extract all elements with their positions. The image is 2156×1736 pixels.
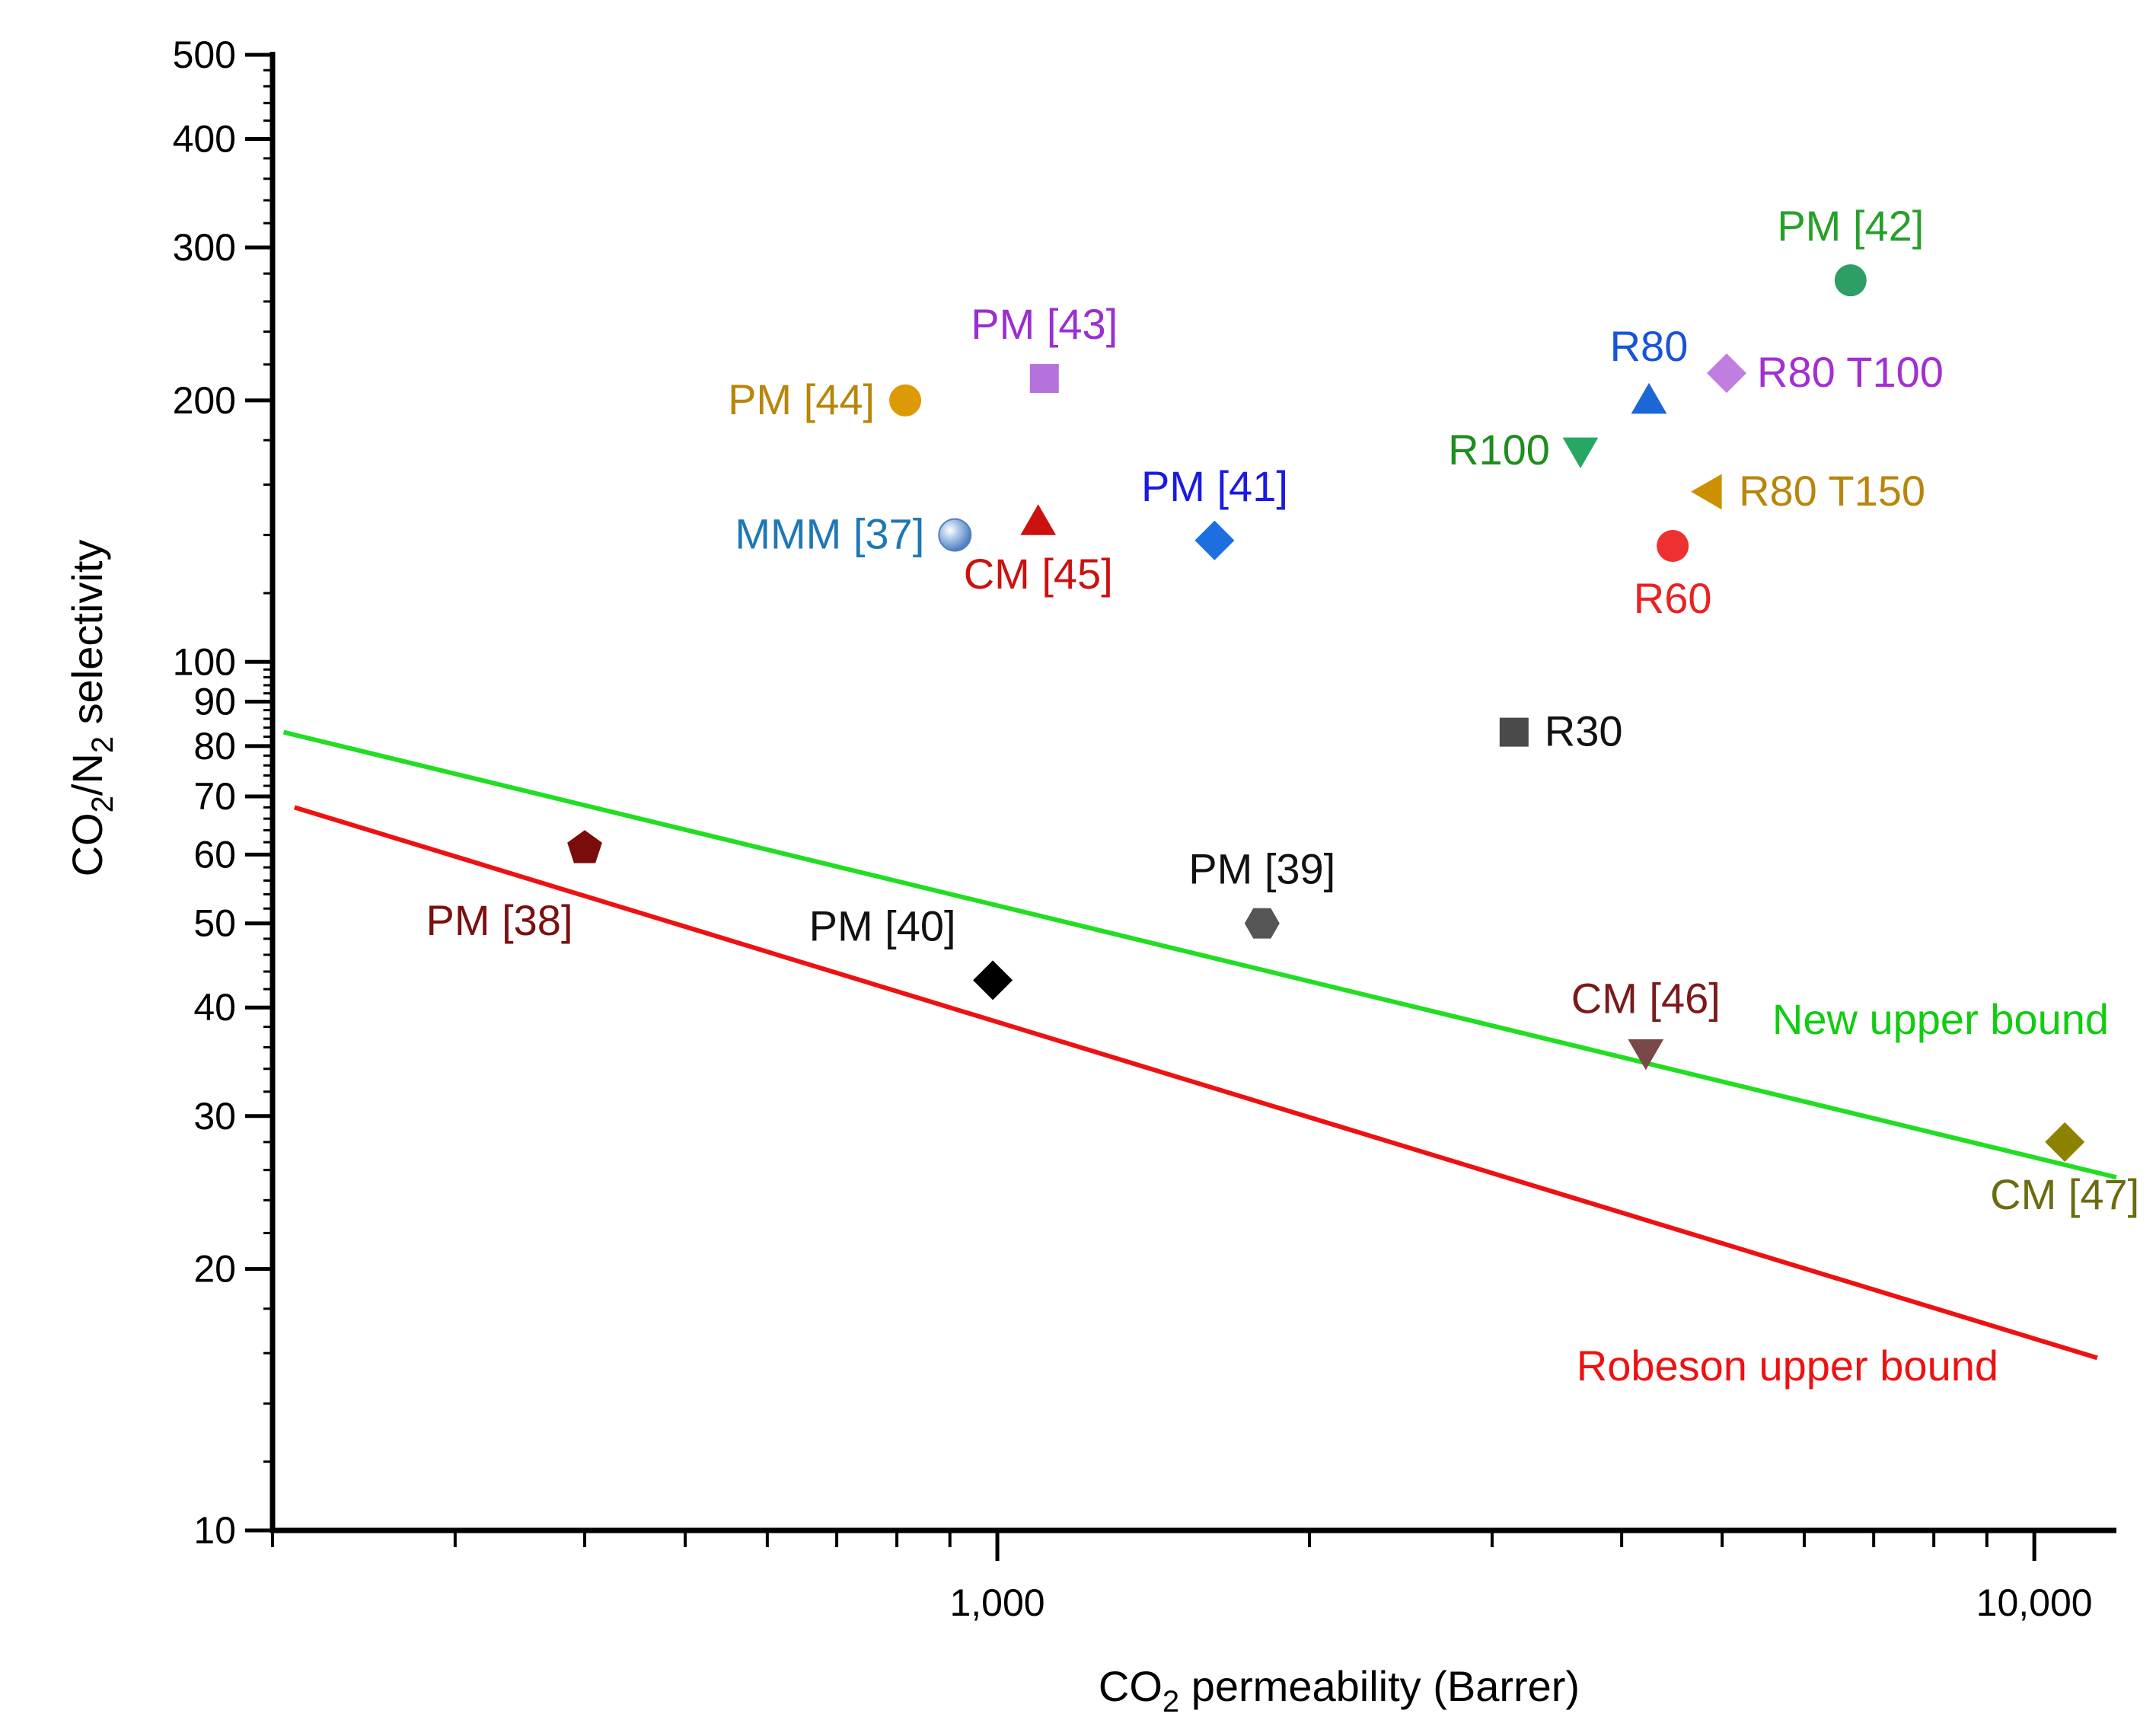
point-label-cm-47: CM [47] — [1990, 1170, 2139, 1218]
y-tick-label: 200 — [173, 379, 236, 422]
point-label-r100: R100 — [1448, 426, 1550, 474]
y-axis-title: CO2/N2 selectivity — [63, 540, 120, 877]
line-label-new-upper-bound: New upper bound — [1772, 995, 2109, 1043]
y-tick-label: 100 — [173, 640, 236, 683]
point-label-r80-t150: R80 T150 — [1739, 467, 1925, 515]
marker-r80-t150 — [1691, 474, 1722, 510]
point-label-pm-44: PM [44] — [728, 375, 875, 423]
y-tick-label: 90 — [193, 681, 236, 723]
point-label-cm-45: CM [45] — [964, 550, 1113, 598]
y-tick-label: 80 — [193, 725, 236, 767]
marker-cm-47 — [2045, 1122, 2085, 1162]
y-tick-label: 500 — [173, 34, 236, 76]
point-label-pm-39: PM [39] — [1188, 845, 1335, 893]
point-label-pm-41: PM [41] — [1141, 462, 1288, 510]
y-tick-label: 70 — [193, 775, 236, 818]
point-label-pm-42: PM [42] — [1777, 202, 1924, 250]
marker-pm-38 — [567, 830, 602, 863]
line-new-upper-bound — [282, 729, 2117, 1180]
x-tick-label: 10,000 — [1976, 1581, 2093, 1624]
y-tick-label: 20 — [193, 1248, 236, 1291]
point-label-pm-38: PM [38] — [426, 896, 573, 944]
point-label-pm-43: PM [43] — [971, 300, 1118, 348]
y-tick-label: 30 — [193, 1095, 236, 1138]
marker-pm-43 — [1029, 364, 1059, 394]
marker-pm-44 — [889, 384, 922, 416]
y-tick-label: 10 — [193, 1509, 236, 1552]
point-label-pm-40: PM [40] — [809, 902, 956, 949]
y-tick-label: 40 — [193, 986, 236, 1029]
marker-cm-46 — [1628, 1039, 1664, 1071]
marker-pm-41 — [1194, 520, 1235, 560]
y-tick-label: 50 — [193, 902, 236, 945]
y-tick-label: 60 — [193, 833, 236, 876]
data-points — [567, 264, 2085, 1162]
point-label-r80: R80 — [1610, 322, 1689, 370]
line-label-robeson-upper-bound: Robeson upper bound — [1577, 1342, 1998, 1390]
upper-bound-lines — [282, 729, 2117, 1361]
marker-r30 — [1499, 717, 1529, 747]
marker-r60 — [1657, 529, 1689, 562]
marker-pm-42 — [1834, 264, 1867, 297]
marker-mmm-37 — [938, 518, 972, 552]
marker-r80-t100 — [1707, 353, 1746, 394]
marker-pm-39 — [1244, 908, 1280, 939]
point-label-r60: R60 — [1634, 574, 1712, 622]
x-axis-title: CO2 permeability (Barrer) — [1099, 1662, 1580, 1718]
text-labels: PM [42] PM [43] R80 R80 T100 PM [44] R100 PM [… — [426, 202, 2140, 1390]
x-tick-label: 1,000 — [949, 1581, 1045, 1624]
marker-cm-45 — [1020, 504, 1057, 535]
point-label-mmm-37: MMM [37] — [735, 510, 924, 558]
marker-pm-40 — [973, 960, 1013, 1000]
marker-r100 — [1562, 437, 1599, 469]
point-label-r80-t100: R80 T100 — [1757, 348, 1944, 396]
point-label-cm-46: CM [46] — [1571, 974, 1721, 1022]
line-robeson-upper-bound — [293, 805, 2098, 1361]
y-tick-label: 400 — [173, 118, 236, 161]
y-tick-label: 300 — [173, 226, 236, 269]
marker-r80 — [1631, 382, 1667, 414]
point-label-r30: R30 — [1545, 707, 1623, 755]
